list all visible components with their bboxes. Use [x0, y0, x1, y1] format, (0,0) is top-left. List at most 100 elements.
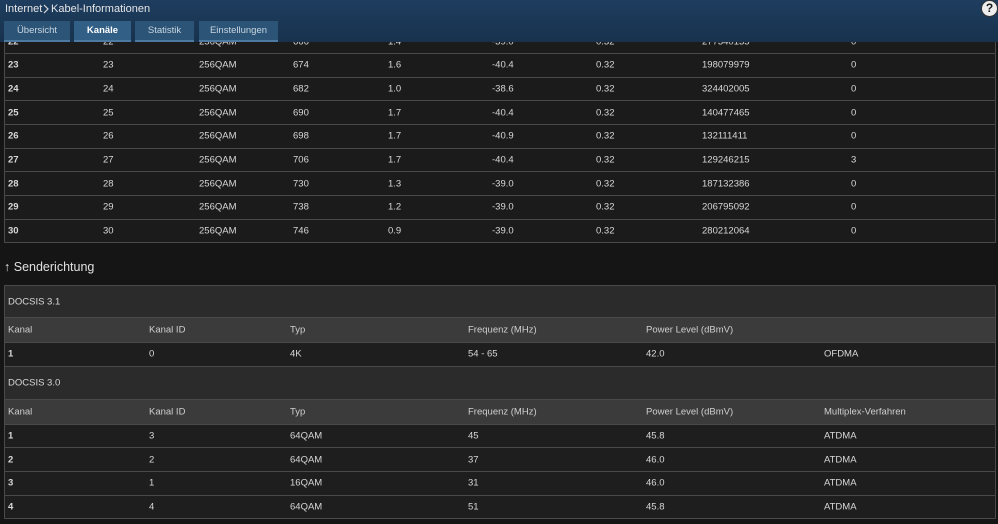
table-cell: 64QAM — [290, 501, 323, 513]
table-cell: 16QAM — [290, 477, 323, 489]
table-cell: 1.2 — [388, 201, 402, 213]
table-cell: 29 — [8, 201, 19, 213]
tab[interactable]: Übersicht — [4, 21, 70, 42]
table-cell: 3 — [851, 154, 857, 166]
table-cell: 198079979 — [702, 59, 750, 71]
table-cell: 0 — [851, 83, 857, 95]
table-cell: 746 — [293, 225, 309, 237]
table-cell: 37 — [468, 454, 479, 466]
table-cell: 206795092 — [702, 201, 750, 213]
table-cell: 256QAM — [199, 178, 237, 190]
tab[interactable]: Einstellungen — [199, 21, 278, 42]
table-cell: 45 — [468, 430, 479, 442]
table-cell: 3 — [149, 430, 155, 442]
table-cell: 256QAM — [199, 225, 237, 237]
column-header: Kanal ID — [149, 406, 186, 418]
table-cell: 256QAM — [199, 154, 237, 166]
section-title-row: DOCSIS 3.0 — [4, 366, 996, 400]
table-cell: 0.9 — [388, 225, 402, 237]
table-cell: 27 — [8, 154, 19, 166]
table-cell: 187132386 — [702, 178, 750, 190]
column-header: Typ — [290, 324, 306, 336]
table-cell: 256QAM — [199, 59, 237, 71]
table-row: 28 28 256QAM 730 1.3 -39.0 0.32 187132386 0 — [4, 172, 996, 197]
table-cell: ATDMA — [824, 454, 857, 466]
table-cell: 1.3 — [388, 178, 402, 190]
table-cell: 4K — [290, 348, 302, 360]
table-row: 1 3 64QAM 45 45.8 ATDMA — [4, 424, 996, 449]
table-row: 30 30 256QAM 746 0.9 -39.0 0.32 280212064 0 — [4, 219, 996, 244]
table-cell: 64QAM — [290, 430, 323, 442]
table-cell: 1 — [149, 477, 155, 489]
table-cell: 51 — [468, 501, 479, 513]
section-title: DOCSIS 3.0 — [8, 377, 61, 389]
table-cell: 26 — [8, 130, 19, 142]
table-row: 3 1 16QAM 31 46.0 ATDMA — [4, 471, 996, 496]
tab[interactable]: Statistik — [135, 21, 194, 42]
table-cell: -38.6 — [492, 83, 514, 95]
table-cell: -39.0 — [492, 178, 514, 190]
table-cell: 256QAM — [199, 83, 237, 95]
table-cell: 27 — [103, 154, 114, 166]
section-title-row: DOCSIS 3.1 — [4, 285, 996, 318]
table-cell: 682 — [293, 83, 309, 95]
table-cell: 23 — [8, 59, 19, 71]
help-button[interactable]: ? — [981, 0, 998, 17]
table-cell: 324402005 — [702, 83, 750, 95]
column-header: Frequenz (MHz) — [468, 406, 537, 418]
table-cell: 0.32 — [596, 107, 615, 119]
table-row: 2 2 64QAM 37 46.0 ATDMA — [4, 448, 996, 472]
table-cell: -40.4 — [492, 154, 514, 166]
table-cell: 29 — [103, 201, 114, 213]
table-cell: 28 — [8, 178, 19, 190]
table-row: 23 23 256QAM 674 1.6 -40.4 0.32 198079979 0 — [4, 54, 996, 78]
table-cell: 0.32 — [596, 83, 615, 95]
table-cell: ATDMA — [824, 477, 857, 489]
table-cell: 256QAM — [199, 201, 237, 213]
page-title: Kabel-Informationen — [51, 3, 151, 15]
table-cell: 28 — [103, 178, 114, 190]
table-cell: 0 — [149, 348, 155, 360]
table-cell: 0.32 — [596, 130, 615, 142]
table-cell: 706 — [293, 154, 309, 166]
heading-text: Senderichtung — [13, 260, 95, 274]
table-cell: 2 — [149, 454, 155, 466]
table-cell: 30 — [103, 225, 114, 237]
table-cell: 64QAM — [290, 454, 323, 466]
table-cell: 23 — [103, 59, 114, 71]
breadcrumb-chevron — [43, 4, 49, 14]
table-cell: -39.0 — [492, 225, 514, 237]
table-cell: 1.6 — [388, 59, 402, 71]
table-cell: 3 — [8, 477, 14, 489]
table-cell: 738 — [293, 201, 309, 213]
table-cell: 690 — [293, 107, 309, 119]
table-cell: 4 — [8, 501, 14, 513]
table-cell: 30 — [8, 225, 19, 237]
table-cell: 46.0 — [646, 477, 665, 489]
column-header: Multiplex-Verfahren — [824, 406, 906, 418]
table-cell: 31 — [468, 477, 479, 489]
column-header: Power Level (dBmV) — [646, 406, 734, 418]
table-cell: 4 — [149, 501, 155, 513]
table-cell: -40.9 — [492, 130, 514, 142]
section-title: DOCSIS 3.1 — [8, 296, 61, 307]
table-cell: 256QAM — [199, 130, 237, 142]
table-row: 26 26 256QAM 698 1.7 -40.9 0.32 132111411 0 — [4, 125, 996, 149]
section-heading: ↑ Senderichtung — [4, 260, 95, 274]
table-header-row: Kanal Kanal ID Typ Frequenz (MHz) Power Leve… — [4, 399, 996, 425]
table-cell: 0.32 — [596, 178, 615, 190]
tab[interactable]: Kanäle — [74, 21, 131, 42]
table-cell: 1.7 — [388, 107, 402, 119]
table-row: 4 4 64QAM 51 45.8 ATDMA — [4, 495, 996, 520]
table-cell: 1 — [8, 348, 14, 360]
column-header: Kanal — [8, 406, 33, 418]
table-cell: 0.32 — [596, 154, 615, 166]
table-cell: 730 — [293, 178, 309, 190]
table-row: 24 24 256QAM 682 1.0 -38.6 0.32 324402005 0 — [4, 77, 996, 102]
table-header-row: Kanal Kanal ID Typ Frequenz (MHz) Power Leve… — [4, 318, 996, 343]
table-cell: 54 - 65 — [468, 348, 498, 360]
table-cell: -40.4 — [492, 107, 514, 119]
table-cell: 0 — [851, 59, 857, 71]
breadcrumb[interactable]: Internet — [5, 3, 43, 15]
